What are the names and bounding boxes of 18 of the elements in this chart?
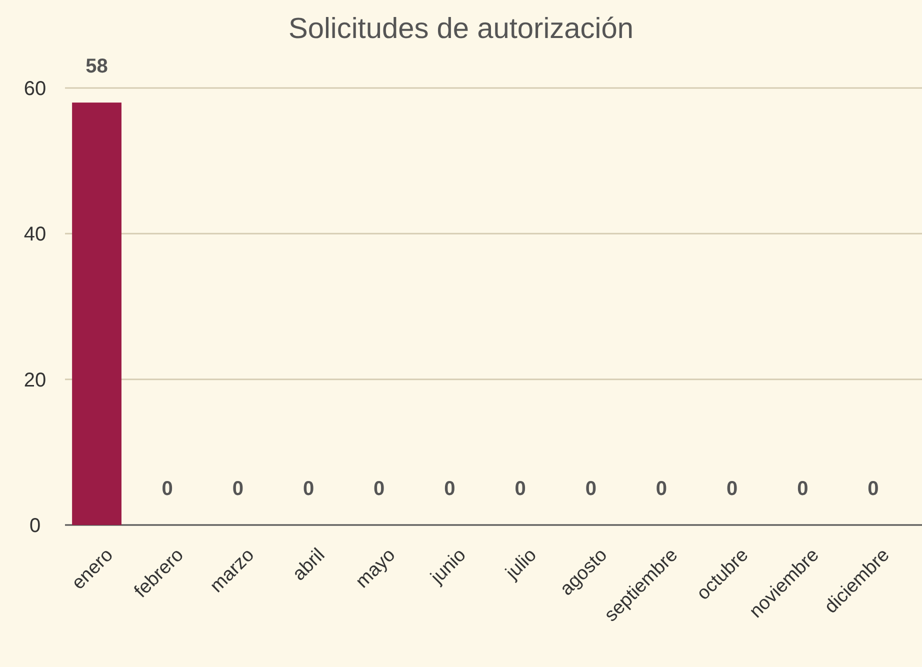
data-label: 0 — [585, 478, 596, 500]
y-tick-label: 0 — [29, 515, 41, 537]
x-tick-label: julio — [501, 544, 541, 584]
data-label: 0 — [726, 478, 738, 500]
y-tick-label: 20 — [24, 369, 46, 392]
data-label: 0 — [868, 478, 879, 500]
data-label: 0 — [302, 478, 314, 500]
chart-title: Solicitudes de autorización — [288, 13, 634, 45]
data-label: 58 — [86, 56, 108, 78]
data-label: 0 — [162, 478, 173, 500]
data-label: 0 — [232, 478, 244, 500]
data-label: 0 — [797, 478, 808, 500]
y-tick-label: 40 — [24, 224, 46, 246]
data-label: 0 — [374, 478, 385, 500]
data-label: 0 — [656, 478, 668, 500]
data-label: 0 — [514, 478, 526, 500]
data-label: 0 — [444, 478, 456, 500]
y-tick-label: 60 — [24, 78, 46, 100]
